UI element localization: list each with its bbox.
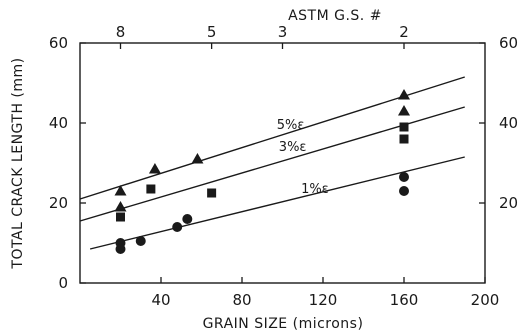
circle-marker bbox=[172, 222, 183, 232]
top-axis-title: ASTM G.S. # bbox=[288, 8, 382, 24]
triangle-marker bbox=[398, 89, 410, 100]
triangle-marker bbox=[114, 201, 127, 212]
y-tick-label: 60 bbox=[49, 34, 68, 52]
plot-frame bbox=[79, 42, 486, 284]
top-tick-label: 5 bbox=[207, 23, 217, 41]
circle-marker bbox=[399, 186, 409, 196]
right-y-tick-label: 60 bbox=[499, 34, 518, 52]
square-marker bbox=[207, 188, 217, 198]
x-tick-label: 80 bbox=[232, 291, 251, 309]
y-tick-label: 20 bbox=[49, 194, 68, 212]
x-tick-label: 160 bbox=[390, 291, 419, 309]
series-label: 5%ε bbox=[277, 118, 305, 133]
x-tick-label: 200 bbox=[471, 291, 500, 309]
square-marker bbox=[399, 122, 409, 132]
y-axis-title: TOTAL CRACK LENGTH (mm) bbox=[10, 57, 26, 269]
square-marker bbox=[399, 134, 409, 144]
x-axis-title: GRAIN SIZE (microns) bbox=[203, 316, 364, 332]
square-marker bbox=[146, 184, 156, 194]
circle-marker bbox=[115, 244, 126, 254]
circle-marker bbox=[399, 172, 409, 182]
y-tick-label: 40 bbox=[49, 114, 68, 132]
triangle-marker bbox=[398, 105, 410, 116]
right-y-tick-label: 20 bbox=[499, 194, 518, 212]
triangle-marker bbox=[191, 153, 204, 164]
series-label: 1%ε bbox=[301, 182, 329, 197]
fit-line bbox=[89, 156, 465, 250]
triangle-marker bbox=[114, 185, 127, 196]
square-marker bbox=[116, 212, 125, 222]
circle-marker bbox=[182, 214, 193, 224]
series-label: 3%ε bbox=[279, 140, 307, 155]
x-tick-label: 40 bbox=[151, 291, 170, 309]
circle-marker bbox=[135, 236, 146, 246]
top-tick-label: 8 bbox=[116, 23, 126, 41]
x-tick-label: 120 bbox=[309, 291, 338, 309]
right-y-tick-label: 40 bbox=[499, 114, 518, 132]
triangle-marker bbox=[148, 163, 161, 174]
y-tick-label: 0 bbox=[58, 274, 68, 292]
top-tick-label: 2 bbox=[399, 23, 409, 41]
top-tick-label: 3 bbox=[278, 23, 288, 41]
